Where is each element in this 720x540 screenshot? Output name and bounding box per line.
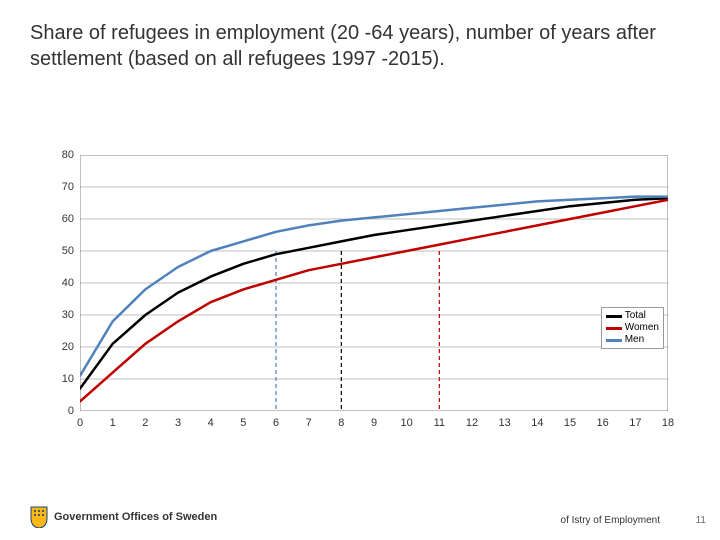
ministry-text: of Istry of Employment [561,515,660,526]
page-number: 11 [696,515,706,526]
crest-icon [30,506,48,528]
x-tick-label: 0 [77,417,83,429]
gov-text: Government Offices of Sweden [54,511,217,523]
chart-svg [80,155,668,411]
x-tick-label: 4 [208,417,214,429]
x-tick-label: 1 [110,417,116,429]
x-tick-label: 7 [306,417,312,429]
x-tick-label: 11 [434,417,445,429]
x-tick-label: 5 [240,417,246,429]
legend-swatch-total [606,315,622,318]
x-tick-label: 18 [662,417,674,429]
y-tick-label: 50 [50,245,74,257]
x-tick-label: 13 [499,417,511,429]
x-tick-label: 16 [597,417,609,429]
x-tick-label: 17 [629,417,641,429]
y-tick-label: 70 [50,181,74,193]
x-tick-label: 14 [531,417,543,429]
x-tick-label: 12 [466,417,478,429]
x-tick-label: 6 [273,417,279,429]
x-tick-label: 9 [371,417,377,429]
gov-logo: Government Offices of Sweden [30,506,217,528]
plot-area: Total Women Men [80,155,668,411]
x-tick-label: 2 [142,417,148,429]
legend-item-women: Women [606,322,659,334]
x-tick-label: 15 [564,417,576,429]
y-tick-label: 60 [50,213,74,225]
legend-label-total: Total [625,310,646,322]
legend-label-men: Men [625,334,644,346]
y-tick-label: 0 [50,405,74,417]
y-tick-label: 80 [50,149,74,161]
x-tick-label: 10 [401,417,413,429]
legend-swatch-women [606,327,622,330]
chart-legend: Total Women Men [601,307,664,349]
x-tick-label: 3 [175,417,181,429]
y-tick-label: 20 [50,341,74,353]
y-tick-label: 30 [50,309,74,321]
y-tick-label: 40 [50,277,74,289]
page-title: Share of refugees in employment (20 -64 … [30,20,690,72]
legend-item-men: Men [606,334,659,346]
y-tick-label: 10 [50,373,74,385]
line-chart: 01020304050607080 0123456789101112131415… [50,155,668,435]
legend-item-total: Total [606,310,659,322]
legend-label-women: Women [625,322,659,334]
footer: Government Offices of Sweden of Istry of… [0,498,720,528]
x-tick-label: 8 [338,417,344,429]
legend-swatch-men [606,339,622,342]
